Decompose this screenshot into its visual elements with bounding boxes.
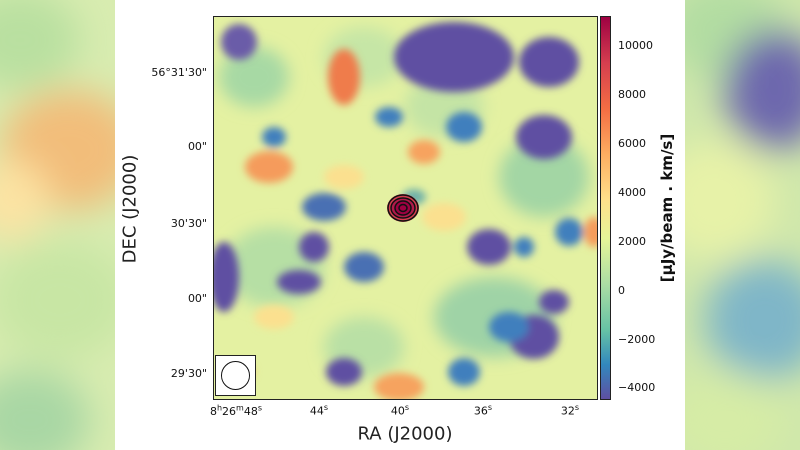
- y-axis-title: DEC (J2000): [119, 154, 141, 264]
- source-contours: [387, 194, 419, 222]
- colorbar-tick: 2000: [618, 235, 646, 248]
- xtick-label: 8h26m48s: [196, 403, 276, 418]
- ytick-label: 56°31'30": [151, 66, 207, 79]
- beam-ellipse: [221, 361, 250, 390]
- right-blurred-backdrop: [685, 0, 800, 450]
- ytick-label: 29'30": [170, 367, 207, 380]
- beam-inset: [215, 355, 256, 396]
- colorbar-tick: 6000: [618, 137, 646, 150]
- xtick-label: 32s: [560, 403, 580, 418]
- colorbar-tick: −2000: [618, 333, 656, 346]
- colorbar-tick: 10000: [618, 39, 653, 52]
- xtick-label: 36s: [473, 403, 493, 418]
- left-blurred-backdrop: [0, 0, 115, 450]
- xtick-label: 44s: [309, 403, 329, 418]
- xtick-label: 40s: [390, 403, 410, 418]
- colorbar-tick: 8000: [618, 88, 646, 101]
- x-axis-title: RA (J2000): [357, 423, 453, 445]
- colorbar-tick: −4000: [618, 381, 656, 394]
- ytick-label: 30'30": [170, 217, 207, 230]
- colorbar-tick: 0: [618, 284, 625, 297]
- colorbar-tick: 4000: [618, 186, 646, 199]
- ytick-label: 00": [187, 292, 207, 305]
- colorbar: [600, 16, 611, 400]
- intensity-map: [213, 16, 598, 400]
- ytick-label: 00": [187, 140, 207, 153]
- colorbar-title: [μJy/beam . km/s]: [658, 133, 676, 283]
- xtick-ra-origin: 8h26m48s: [209, 403, 263, 418]
